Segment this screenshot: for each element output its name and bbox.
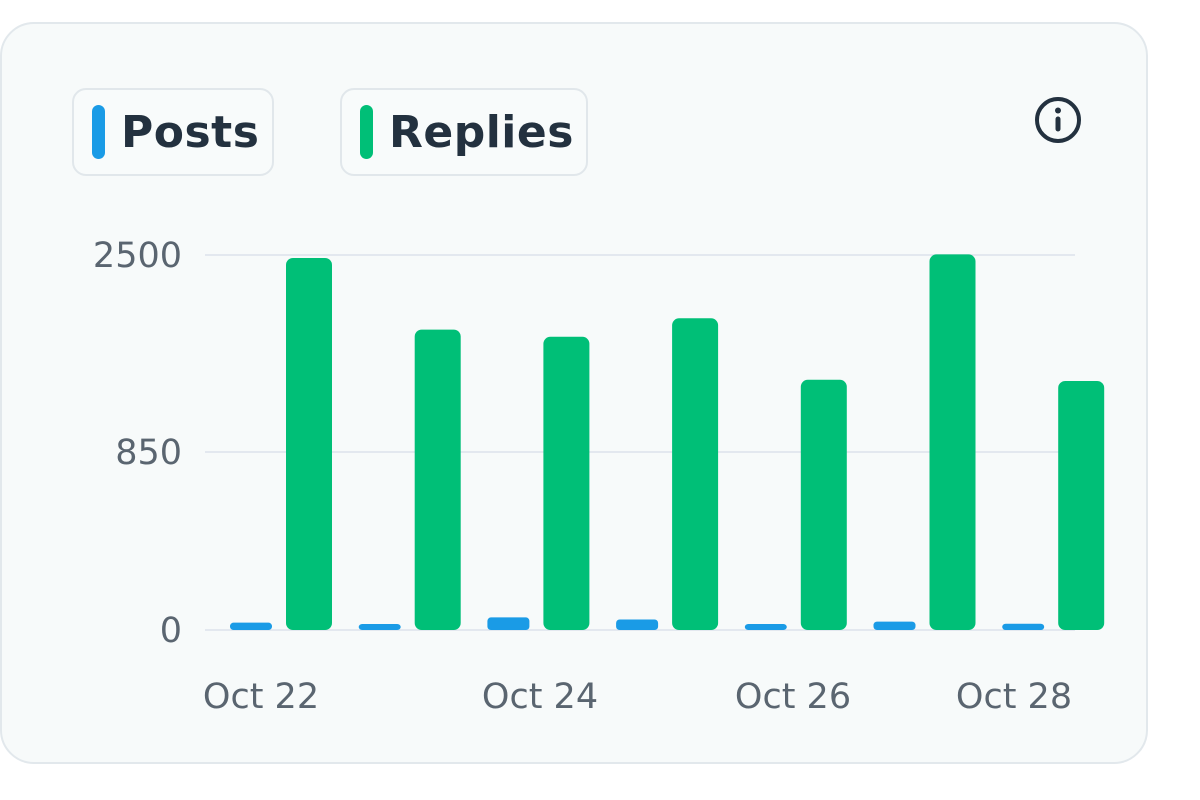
- x-tick-label: Oct 28: [956, 677, 1072, 717]
- bar-replies: [672, 318, 719, 630]
- bar-replies: [543, 336, 590, 630]
- legend-posts-label: Posts: [121, 106, 260, 158]
- bar-posts: [744, 624, 787, 630]
- legend-replies-label: Replies: [389, 106, 574, 158]
- info-icon[interactable]: [1032, 94, 1084, 146]
- bar-posts: [230, 622, 272, 630]
- legend-posts[interactable]: Posts: [72, 88, 274, 176]
- bar-posts: [616, 619, 659, 630]
- bar-posts: [1002, 623, 1045, 630]
- bar-posts: [873, 621, 916, 630]
- bar-posts: [358, 624, 401, 630]
- replies-swatch: [360, 105, 373, 159]
- bar-replies: [286, 257, 332, 630]
- bar-replies: [800, 379, 847, 630]
- x-tick-label: Oct 24: [482, 677, 598, 717]
- bar-posts: [487, 617, 530, 630]
- bar-replies: [1058, 380, 1105, 630]
- bar-replies: [929, 254, 976, 631]
- legend-replies[interactable]: Replies: [340, 88, 588, 176]
- y-tick-label: 0: [160, 611, 182, 651]
- y-tick-label: 2500: [93, 236, 182, 276]
- posts-swatch: [92, 105, 105, 159]
- x-tick-label: Oct 26: [735, 677, 851, 717]
- bar-replies: [414, 329, 461, 630]
- x-tick-label: Oct 22: [203, 677, 319, 717]
- y-tick-label: 850: [115, 433, 182, 473]
